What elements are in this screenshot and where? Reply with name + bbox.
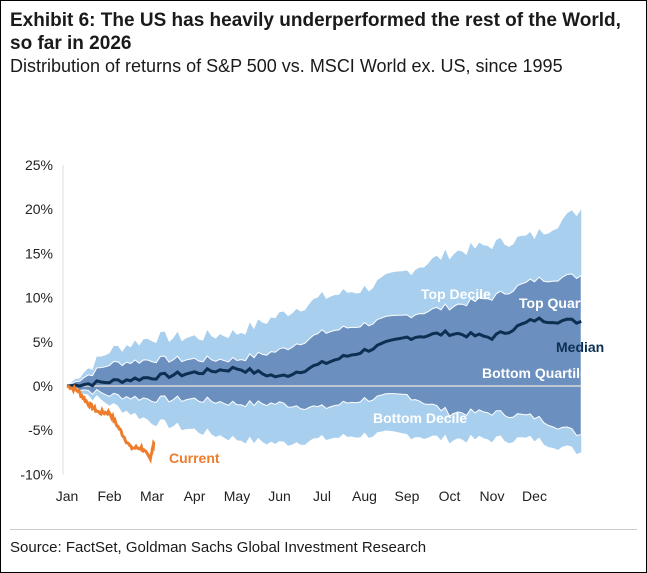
label-top-decile: Top Decile	[421, 286, 491, 302]
chart-title: Exhibit 6: The US has heavily underperfo…	[10, 10, 621, 54]
x-tick-label: Sep	[395, 488, 420, 504]
label-bottom-quartile: Bottom Quartile	[482, 365, 588, 381]
label-bottom-decile: Bottom Decile	[373, 410, 467, 426]
x-tick-label: Jan	[56, 488, 79, 504]
y-tick-label: -5%	[28, 422, 53, 438]
divider	[10, 529, 637, 530]
x-tick-label: Apr	[184, 488, 206, 504]
current-line	[66, 383, 156, 464]
y-tick-label: 25%	[25, 157, 53, 173]
y-tick-label: 5%	[33, 334, 53, 350]
y-tick-label: 10%	[25, 290, 53, 306]
x-tick-label: Oct	[439, 488, 461, 504]
x-tick-label: Nov	[480, 488, 505, 504]
label-current: Current	[169, 450, 220, 466]
x-tick-label: Dec	[522, 488, 547, 504]
x-tick-label: Jun	[268, 488, 291, 504]
x-tick-label: Mar	[140, 488, 164, 504]
chart-plot: 25% 20% 15% 10% 5% 0% -5% -10%Jan Feb Mar Apr May Ju…	[20, 157, 604, 504]
label-top-quartile: Top Quartile	[519, 295, 601, 311]
y-tick-label: 0%	[33, 378, 53, 394]
y-tick-label: 15%	[25, 245, 53, 261]
source-note: Source: FactSet, Goldman Sachs Global In…	[10, 539, 427, 556]
chart-subtitle: Distribution of returns of S&P 500 vs. M…	[10, 56, 563, 76]
quartile-band	[65, 273, 582, 436]
y-tick-label: 20%	[25, 201, 53, 217]
y-tick-label: -10%	[20, 466, 53, 482]
median-line	[66, 316, 582, 388]
x-tick-label: Jul	[313, 488, 331, 504]
x-tick-label: May	[224, 488, 250, 504]
x-tick-label: Aug	[352, 488, 377, 504]
label-median: Median	[556, 339, 604, 355]
x-tick-label: Feb	[97, 488, 121, 504]
